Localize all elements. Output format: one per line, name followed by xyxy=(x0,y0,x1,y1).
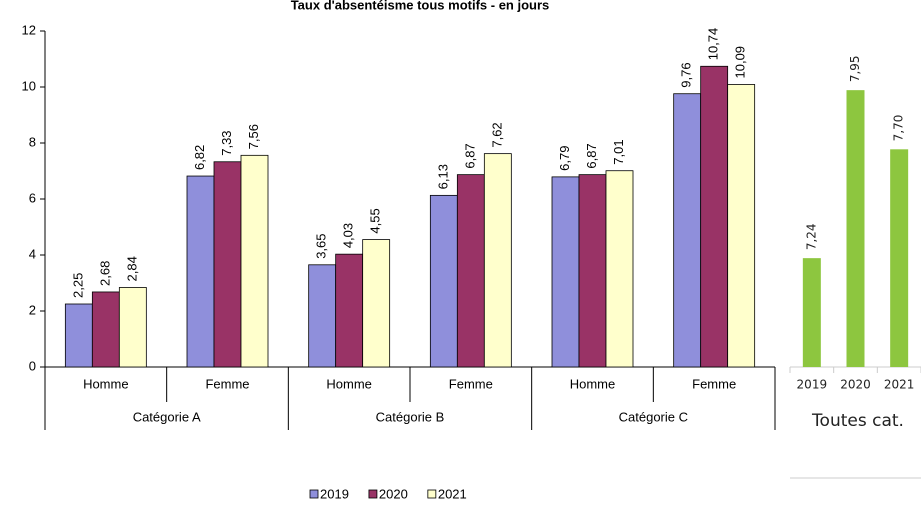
x-tick-label: Femme xyxy=(205,376,249,391)
bar xyxy=(802,258,821,367)
x-tick-label: Femme xyxy=(692,376,736,391)
bar xyxy=(213,161,242,368)
data-label: 7,33 xyxy=(219,130,234,155)
x-tick-label: Femme xyxy=(449,376,493,391)
bar xyxy=(335,253,364,368)
legend-label: 2020 xyxy=(379,486,408,501)
data-label: 6,79 xyxy=(557,146,572,171)
data-label: 6,13 xyxy=(435,164,450,189)
data-label: 2,68 xyxy=(97,261,112,286)
data-label: 2,25 xyxy=(70,273,85,298)
bar xyxy=(700,65,729,368)
data-label: 7,62 xyxy=(489,122,504,147)
data-label: 6,82 xyxy=(192,145,207,170)
data-label: 2,84 xyxy=(124,256,139,281)
data-label: 6,87 xyxy=(462,143,477,168)
data-label: 9,76 xyxy=(679,62,694,87)
x-tick-label: Homme xyxy=(83,376,129,391)
legend-swatch xyxy=(309,489,319,499)
x-tick-label: 2020 xyxy=(840,378,871,392)
chart-title: Taux d'absentéisme tous motifs - en jour… xyxy=(291,0,550,12)
y-tick-label: 2 xyxy=(29,302,36,317)
data-label: 3,65 xyxy=(314,233,329,258)
bar xyxy=(64,303,93,368)
y-tick-label: 6 xyxy=(29,190,36,205)
x-tick-label: Homme xyxy=(570,376,616,391)
bar xyxy=(308,264,337,368)
data-label: 7,01 xyxy=(611,139,626,164)
bar xyxy=(240,154,269,368)
bar xyxy=(362,239,391,368)
bar xyxy=(605,170,634,368)
group-label: Catégorie C xyxy=(619,409,688,424)
bar xyxy=(91,291,120,368)
data-label: 7,24 xyxy=(804,223,818,250)
legend-swatch xyxy=(427,489,437,499)
x-tick-label: 2019 xyxy=(797,378,828,392)
legend-label: 2019 xyxy=(320,486,349,501)
bar xyxy=(483,153,512,368)
y-tick-label: 8 xyxy=(29,134,36,149)
data-label: 7,56 xyxy=(246,124,261,149)
bar xyxy=(673,93,702,368)
group-label: Catégorie B xyxy=(376,409,445,424)
y-tick-label: 12 xyxy=(22,22,36,37)
data-label: 4,03 xyxy=(341,223,356,248)
data-label: 7,95 xyxy=(848,55,862,82)
group-label: Catégorie A xyxy=(133,409,201,424)
group-label: Toutes cat. xyxy=(811,411,904,431)
data-label: 4,55 xyxy=(368,208,383,233)
bar xyxy=(890,149,909,367)
x-tick-label: 2021 xyxy=(884,378,915,392)
x-tick-label: Homme xyxy=(326,376,372,391)
data-label: 10,09 xyxy=(733,46,748,79)
data-label: 6,87 xyxy=(584,143,599,168)
y-tick-label: 4 xyxy=(29,246,36,261)
bar xyxy=(186,175,215,368)
bar xyxy=(456,174,485,368)
y-tick-label: 10 xyxy=(22,78,36,93)
y-tick-label: 0 xyxy=(29,358,36,373)
bar xyxy=(578,174,607,368)
data-label: 7,70 xyxy=(892,115,906,142)
bar xyxy=(846,90,865,367)
bar xyxy=(727,84,756,368)
bar xyxy=(551,176,580,368)
bar xyxy=(118,287,147,368)
bar xyxy=(429,194,458,368)
legend-swatch xyxy=(368,489,378,499)
legend-label: 2021 xyxy=(438,486,467,501)
data-label: 10,74 xyxy=(706,28,721,61)
